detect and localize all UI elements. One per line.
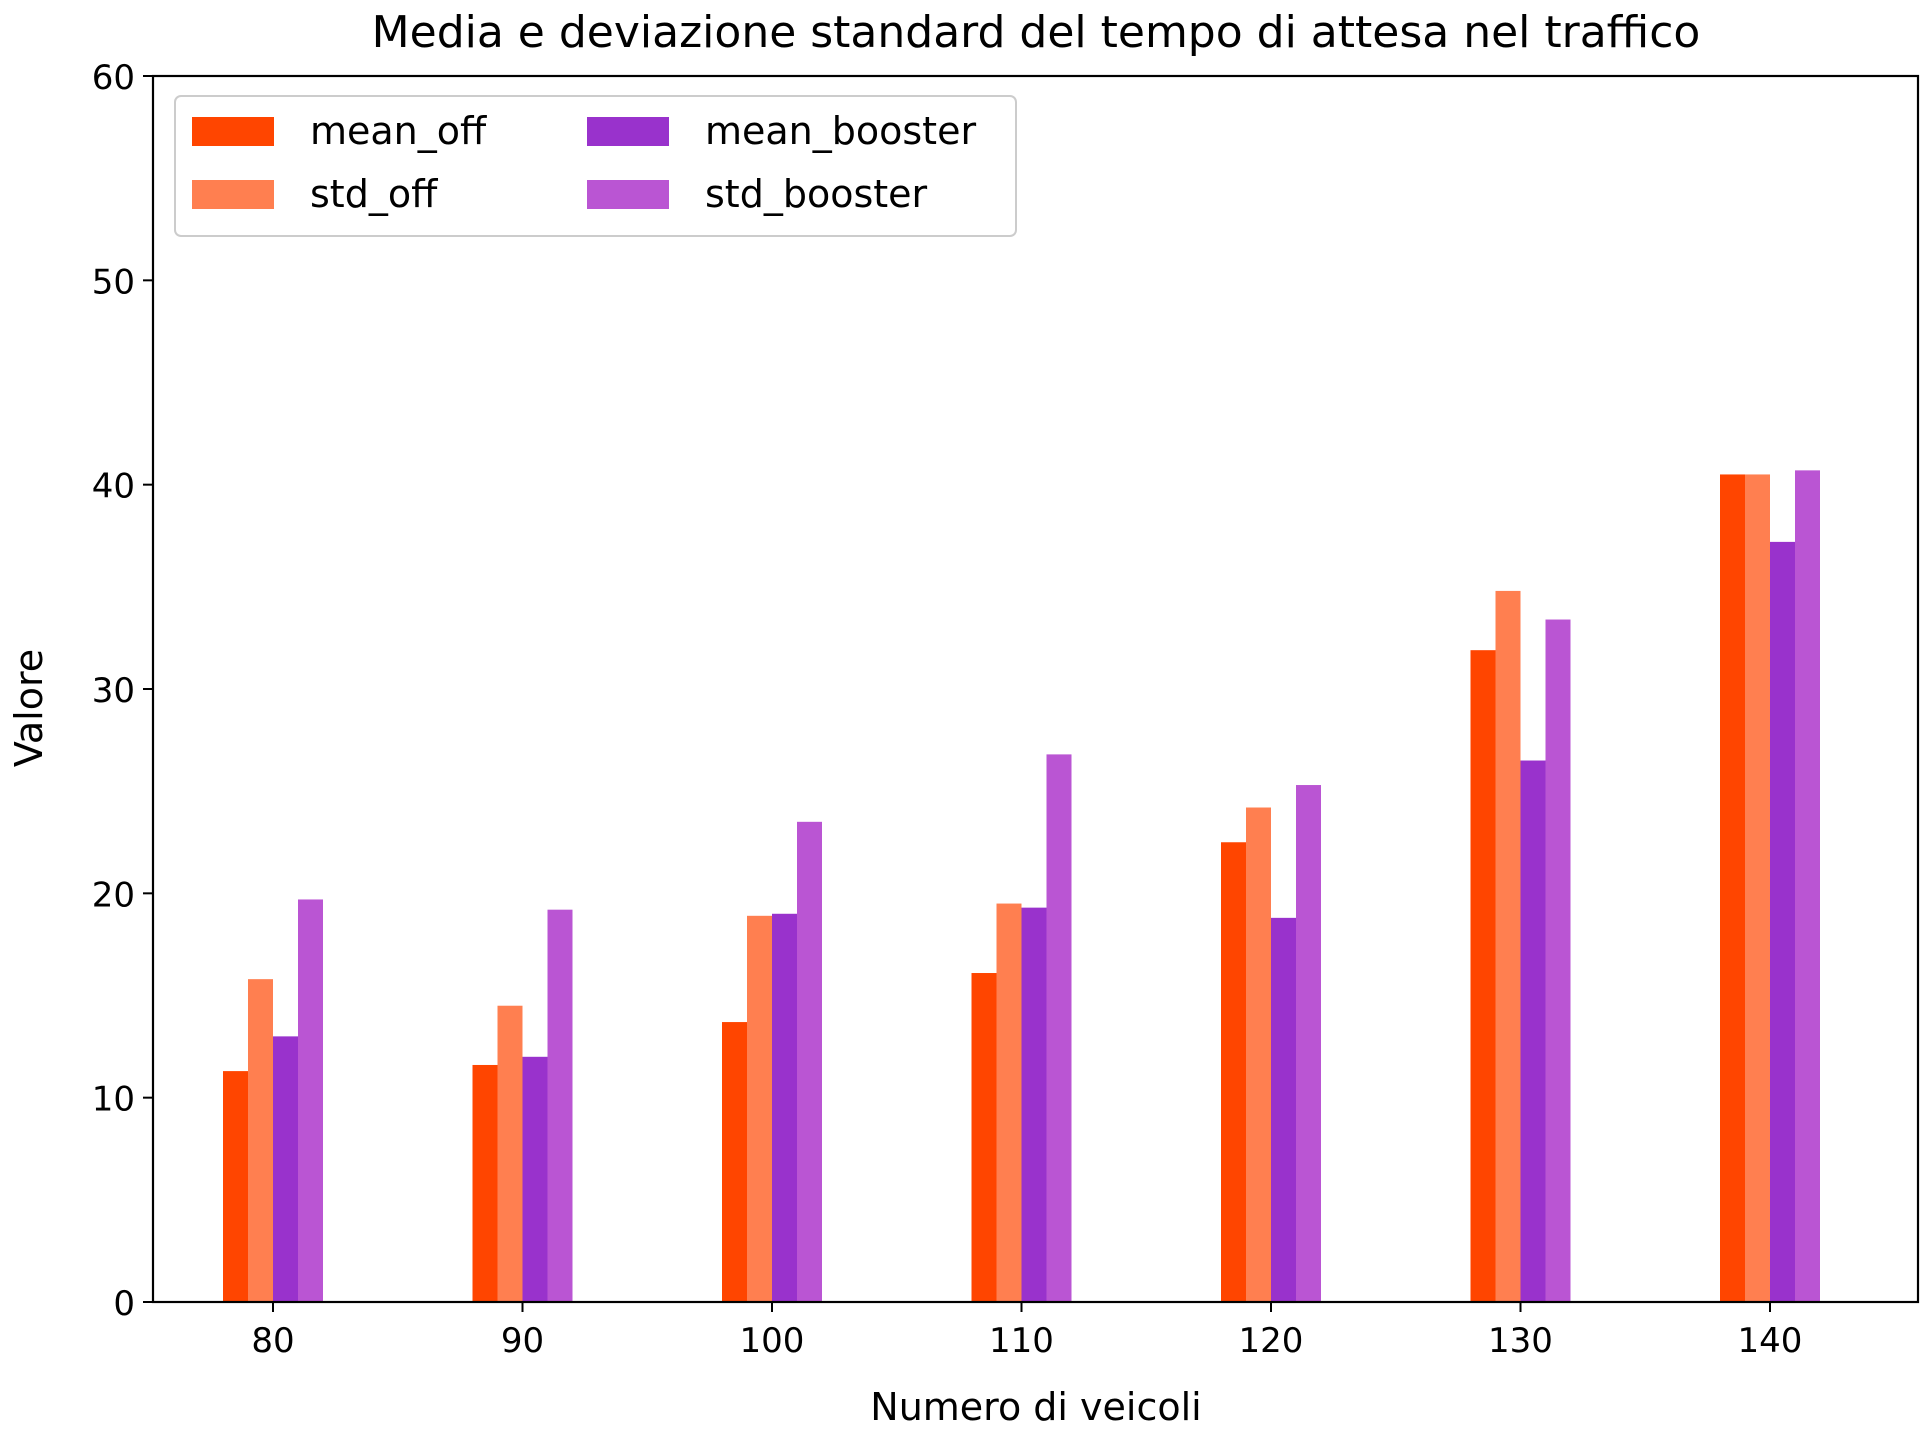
legend-label-std_booster: std_booster (705, 172, 928, 216)
bar-std_booster-100 (797, 821, 822, 1302)
bar-mean_booster-120 (1271, 917, 1296, 1302)
chart-title: Media e deviazione standard del tempo di… (372, 7, 1701, 58)
y-tick-label-50: 50 (92, 262, 135, 302)
bar-std_off-140 (1745, 474, 1770, 1302)
legend-swatch-mean_booster (587, 117, 669, 146)
x-tick-label-130: 130 (1488, 1321, 1553, 1361)
bar-std_booster-110 (1046, 754, 1072, 1302)
bar-mean_off-90 (472, 1064, 498, 1302)
y-axis-label: Valore (7, 649, 51, 767)
bar-std_off-100 (747, 915, 772, 1302)
y-tick-label-0: 0 (113, 1284, 135, 1324)
bar-mean_booster-80 (273, 1036, 298, 1302)
bar-mean_booster-140 (1770, 541, 1795, 1302)
y-tick-label-60: 60 (92, 58, 135, 98)
y-tick-label-10: 10 (92, 1080, 135, 1120)
x-tick-label-140: 140 (1738, 1321, 1803, 1361)
bar-std_off-130 (1495, 590, 1521, 1302)
x-tick-label-90: 90 (501, 1321, 544, 1361)
legend-swatch-mean_off (192, 117, 274, 146)
legend-box (174, 95, 1017, 237)
y-tick-label-30: 30 (92, 671, 135, 711)
x-axis-label: Numero di veicoli (870, 1385, 1201, 1429)
bar-std_booster-80 (298, 899, 323, 1302)
legend-label-mean_off: mean_off (310, 109, 487, 153)
bar-std_off-80 (248, 979, 273, 1302)
legend-label-std_off: std_off (310, 172, 438, 216)
bar-std_off-90 (497, 1005, 523, 1302)
bar-mean_off-110 (971, 973, 997, 1302)
bar-mean_off-100 (722, 1022, 747, 1302)
bar-mean_booster-110 (1021, 907, 1047, 1302)
x-tick-label-110: 110 (989, 1321, 1054, 1361)
legend-swatch-std_off (192, 180, 274, 209)
bar-mean_booster-90 (522, 1056, 548, 1302)
x-tick-label-120: 120 (1239, 1321, 1304, 1361)
bar-mean_booster-100 (772, 913, 797, 1302)
bar-mean_off-80 (223, 1071, 248, 1302)
y-tick-label-40: 40 (92, 467, 135, 507)
bar-mean_off-140 (1720, 474, 1745, 1302)
bar-std_off-110 (996, 903, 1022, 1302)
bar-std_booster-120 (1296, 785, 1321, 1302)
legend: mean_off std_off mean_booster std_booster (174, 95, 1017, 237)
bar-std_booster-140 (1795, 470, 1820, 1302)
bar-std_off-120 (1246, 807, 1271, 1302)
bar-std_booster-90 (547, 909, 573, 1302)
legend-label-mean_booster: mean_booster (705, 109, 976, 153)
y-tick-label-20: 20 (92, 875, 135, 915)
x-tick-label-80: 80 (251, 1321, 294, 1361)
bar-mean_off-120 (1221, 842, 1246, 1302)
bar-mean_booster-130 (1520, 760, 1546, 1302)
legend-swatch-std_booster (587, 180, 669, 209)
bar-mean_off-130 (1470, 650, 1496, 1302)
bar-std_booster-130 (1545, 619, 1571, 1302)
x-tick-label-100: 100 (740, 1321, 805, 1361)
